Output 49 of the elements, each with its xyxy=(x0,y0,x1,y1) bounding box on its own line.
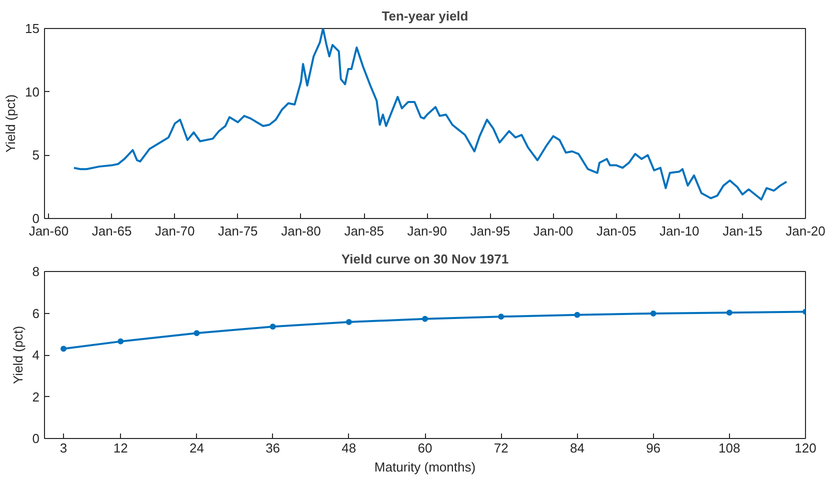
y-tick-label: 0 xyxy=(32,431,40,446)
x-tick-label: 60 xyxy=(418,440,432,456)
point xyxy=(650,310,656,316)
x-tick-label: Jan-05 xyxy=(596,224,636,238)
point xyxy=(118,338,124,344)
y-tick-label: 2 xyxy=(32,389,40,404)
x-tick-label: 12 xyxy=(113,440,128,456)
x-tick-label: Jan-20 xyxy=(786,224,826,238)
y-tick-label: 10 xyxy=(25,84,40,100)
x-tick-label: 48 xyxy=(342,440,356,456)
x-tick-label: Jan-80 xyxy=(281,224,321,238)
line-series xyxy=(72,28,788,200)
y-tick-label: 0 xyxy=(32,211,40,226)
point xyxy=(498,314,504,320)
x-tick-label: 108 xyxy=(718,440,740,456)
point xyxy=(346,319,352,326)
x-tick-label: 120 xyxy=(794,440,816,456)
x-tick-label: 24 xyxy=(189,440,204,456)
x-tick-label: 3 xyxy=(60,440,68,456)
x-tick-label: 72 xyxy=(494,440,508,456)
x-tick-label: Jan-75 xyxy=(218,224,258,238)
point xyxy=(574,312,580,318)
x-tick-label: Jan-95 xyxy=(470,224,510,238)
x-tick-label: 36 xyxy=(266,440,280,456)
x-tick-label: Jan-15 xyxy=(722,224,762,238)
chart-title: Yield curve on 30 Nov 1971 xyxy=(341,252,509,266)
x-tick-label: 96 xyxy=(646,440,661,456)
y-tick-label: 5 xyxy=(32,148,40,163)
x-tick-label: Jan-60 xyxy=(28,224,69,238)
x-tick-label: Jan-70 xyxy=(154,224,195,238)
point xyxy=(422,316,428,322)
chart-title: Ten-year yield xyxy=(382,8,468,24)
x-tick-label: Jan-65 xyxy=(92,224,132,238)
y-axis-title: Yield (pct) xyxy=(3,94,18,153)
x-tick-label: Jan-85 xyxy=(344,224,384,238)
point xyxy=(194,330,200,336)
y-axis-title: Yield (pct) xyxy=(10,326,26,384)
y-tick-label: 8 xyxy=(32,264,40,279)
y-tick-label: 15 xyxy=(25,21,40,36)
point xyxy=(270,324,276,330)
y-tick-label: 6 xyxy=(32,306,40,321)
x-tick-label: 84 xyxy=(570,440,584,456)
x-tick-label: Jan-90 xyxy=(407,224,447,238)
point xyxy=(726,310,732,316)
point xyxy=(60,346,67,352)
x-tick-label: Jan-00 xyxy=(533,224,574,238)
x-axis-title: Maturity (months) xyxy=(374,460,476,474)
x-tick-label: Jan-10 xyxy=(660,224,700,238)
y-tick-label: 4 xyxy=(32,348,40,362)
